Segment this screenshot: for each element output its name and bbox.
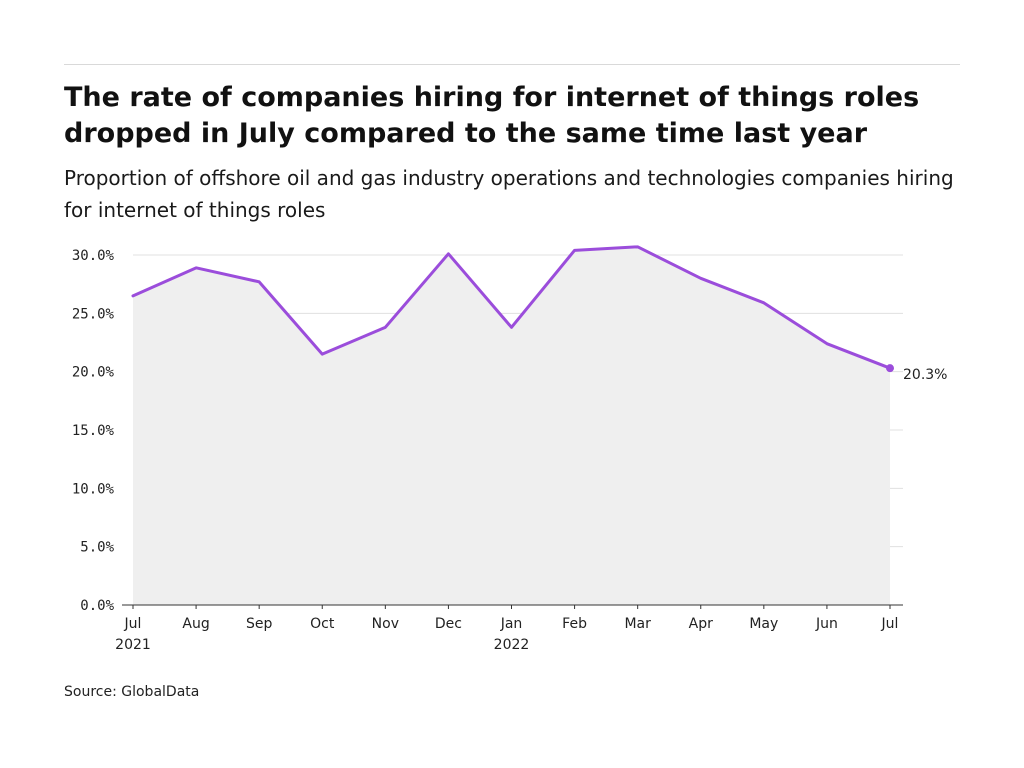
chart-title: The rate of companies hiring for interne… bbox=[64, 82, 920, 149]
x-tick-label: Feb bbox=[562, 616, 587, 632]
source-note: Source: GlobalData bbox=[64, 684, 200, 700]
y-tick-label: 5.0% bbox=[80, 540, 114, 556]
x-tick-label: May bbox=[749, 616, 778, 632]
x-tick-label: Sep bbox=[246, 616, 273, 632]
series-line bbox=[131, 245, 892, 370]
y-tick-label: 0.0% bbox=[80, 598, 114, 614]
x-tick-label: Jan bbox=[500, 616, 523, 632]
x-axis: Jul 2021 Aug Sep Oct Nov Dec Jan 2022 Feb Mar Apr Ma… bbox=[115, 604, 903, 653]
x-tick-sublabel: 2022 bbox=[494, 637, 530, 653]
x-tick-label: Mar bbox=[624, 616, 651, 632]
top-divider bbox=[64, 64, 960, 65]
y-tick-label: 30.0% bbox=[72, 248, 115, 264]
chart-subtitle: Proportion of offshore oil and gas indus… bbox=[64, 166, 954, 222]
area-fill bbox=[133, 246, 890, 606]
end-value-label: 20.3% bbox=[903, 367, 947, 383]
y-tick-label: 25.0% bbox=[72, 306, 115, 322]
x-tick-label: Jul bbox=[124, 616, 142, 632]
x-tick-label: Jun bbox=[815, 616, 838, 632]
x-tick-label: Jul bbox=[881, 616, 899, 632]
x-tick-label: Nov bbox=[372, 616, 399, 632]
y-tick-label: 15.0% bbox=[72, 423, 115, 439]
x-tick-label: Aug bbox=[182, 616, 209, 632]
data-points bbox=[886, 364, 894, 373]
x-tick-sublabel: 2021 bbox=[115, 637, 151, 653]
y-axis: 0.0% 5.0% 10.0% 15.0% 20.0% 25.0% 30.0% bbox=[72, 248, 115, 614]
x-tick-label: Apr bbox=[689, 616, 713, 632]
x-tick-label: Dec bbox=[435, 616, 462, 632]
y-tick-label: 20.0% bbox=[72, 365, 115, 381]
y-tick-label: 10.0% bbox=[72, 481, 115, 497]
end-point-marker bbox=[886, 364, 894, 373]
x-tick-label: Oct bbox=[310, 616, 335, 632]
